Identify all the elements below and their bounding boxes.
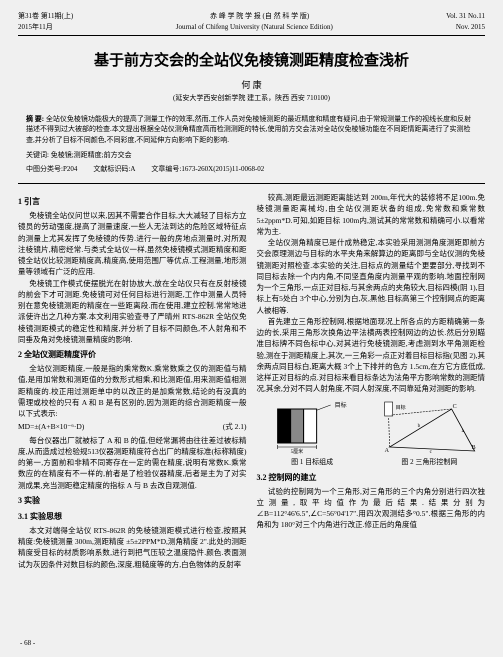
- clc: P204: [63, 165, 77, 173]
- header-center-1: 赤 峰 学 院 学 报 (自 然 科 学 版): [73, 12, 446, 22]
- article-label: 文章编号:: [151, 165, 181, 173]
- header-center-2: Journal of Chifeng University (Natural S…: [53, 23, 456, 33]
- s2-p2: 每台仪器出厂就被标了 A 和 B 的值,但经常漏将由往往差过被标精度,从而造成过…: [18, 435, 247, 491]
- keywords-label: 关键词:: [26, 151, 49, 159]
- header-left-2: 2015年11月: [18, 23, 53, 33]
- section-3-head: 3 实验: [18, 495, 247, 507]
- header-divider: [18, 35, 485, 36]
- author: 何 康: [18, 79, 485, 92]
- keywords-text: 免棱镜;测距精度;前方交会: [51, 151, 132, 159]
- svg-text:c: c: [429, 450, 432, 454]
- formula-text: MD=±(A+B×10⁻⁶·D): [18, 421, 84, 432]
- classification-line: 中图分类号:P204 文献标识码:A 文章编号:1673-260X(2015)1…: [18, 165, 485, 175]
- abstract-text: 全站仪免棱镜功能极大的提高了测量工作的效率,然而,工作人员对免棱镜测距的最近精度…: [26, 115, 471, 144]
- figure-1-caption: 图 1 目标组成: [257, 457, 368, 468]
- figure-1-svg: 目标 5厘米: [257, 399, 368, 454]
- figure-2-caption: 图 2 三角形控制网: [374, 457, 485, 468]
- section-2-head: 2 全站仪测距精度评价: [18, 349, 247, 361]
- svg-text:B: B: [471, 445, 475, 451]
- s1-p1: 免棱镜全站仪问世以来,因其不需要合作目标,大大减轻了目标方立镜员的劳动强度,提高…: [18, 210, 247, 278]
- clc-label: 中图分类号:: [26, 165, 63, 173]
- fig1-target-label: 目标: [334, 401, 346, 409]
- section-1-head: 1 引言: [18, 196, 247, 208]
- doc: A: [130, 165, 135, 173]
- right-column: 较高,测距最远测距距离能达到 200m,年代大的装修将不足100m.免棱镜测量距…: [257, 192, 486, 570]
- page-number: - 68 -: [20, 639, 35, 649]
- left-column: 1 引言 免棱镜全站仪问世以来,因其不需要合作目标,大大减轻了目标方立镜员的劳动…: [18, 192, 247, 570]
- header-row-1: 第31卷 第11期(上) 赤 峰 学 院 学 报 (自 然 科 学 版) Vol…: [18, 12, 485, 22]
- header-left-1: 第31卷 第11期(上): [18, 12, 73, 22]
- keywords: 关键词: 免棱镜;测距精度;前方交会: [18, 151, 485, 161]
- s31-p: 本文对端得全站仪 RTS-862R 的免棱镜测距模式进行检查,按照其精度:免棱镜…: [18, 525, 247, 570]
- fig1-width-label: 5厘米: [290, 448, 303, 454]
- figures-row: 目标 5厘米 图 1 目标组成 目标: [257, 399, 486, 468]
- right-p2: 全站仪测角精度已是什成熟稳定,本实验采用测测角度测距即前方交会原理测边与目标的水…: [257, 237, 486, 316]
- doc-label: 文献标识码:: [93, 165, 130, 173]
- right-p3: 首先建立三角形控制网,根据地面现况上所各点的方距精确第一条边的长,采用三角形次换…: [257, 316, 486, 395]
- figure-2: 目标 A B C a b c 图 2 三角形控制网: [374, 399, 485, 468]
- fig2-target-label: 目标: [395, 404, 405, 411]
- abstract-divider: [18, 183, 485, 184]
- abstract: 摘 要: 全站仪免棱镜功能极大的提高了测量工作的效率,然而,工作人员对免棱镜测距…: [18, 114, 485, 146]
- section-3-1-head: 3.1 实验思想: [18, 511, 247, 523]
- section-3-2-head: 3.2 控制网的建立: [257, 472, 486, 484]
- paper-title: 基于前方交会的全站仪免棱镜测距精度检查浅析: [18, 50, 485, 71]
- abstract-label: 摘 要:: [26, 115, 44, 123]
- s1-p2: 免棱镜工作模式使摆脱光在射协放大,放在全站仪只有在反射棱镜的前会下才可测距.免棱…: [18, 278, 247, 346]
- header-row-2: 2015年11月 Journal of Chifeng University (…: [18, 23, 485, 33]
- figure-1: 目标 5厘米 图 1 目标组成: [257, 399, 368, 468]
- header-right-1: Vol. 31 No.11: [446, 12, 485, 22]
- right-p1: 较高,测距最远测距距离能达到 200m,年代大的装修将不足100m.免棱镜测量距…: [257, 192, 486, 237]
- formula-2-1: MD=±(A+B×10⁻⁶·D) (式 2.1): [18, 419, 247, 434]
- article: 1673-260X(2015)11-0068-02: [181, 165, 264, 173]
- body-columns: 1 引言 免棱镜全站仪问世以来,因其不需要合作目标,大大减轻了目标方立镜员的劳动…: [18, 192, 485, 570]
- figure-2-svg: 目标 A B C a b c: [374, 399, 485, 454]
- svg-text:C: C: [452, 404, 456, 410]
- svg-text:A: A: [384, 448, 389, 454]
- header-right-2: Nov. 2015: [456, 23, 485, 33]
- s2-p1: 全站仪测距精度,一般是指的乘常数K.乘常数乘之仅的测距值与精值,是用加常数和测距…: [18, 363, 247, 419]
- s32-p: 试验的控制网为一个三角形,对三角形的三个内角分别进行四次独立测量,取平均值作为最…: [257, 486, 486, 531]
- affiliation: (延安大学西安创新学院 建工系，陕西 西安 710100): [18, 94, 485, 104]
- formula-number: (式 2.1): [223, 421, 247, 432]
